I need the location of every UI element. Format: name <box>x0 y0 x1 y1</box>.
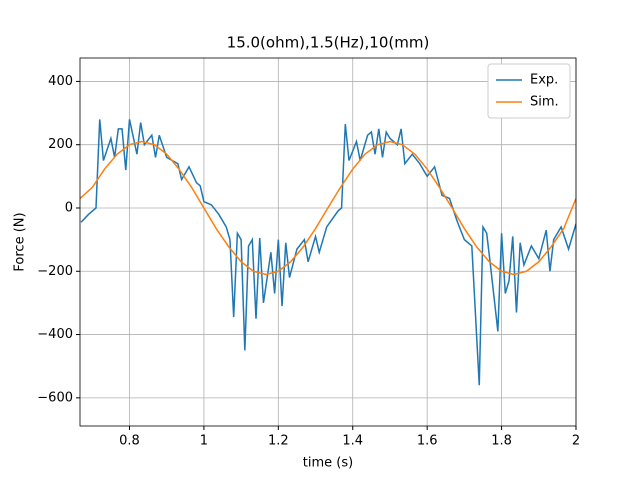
line-series <box>80 140 576 276</box>
legend-label: Sim. <box>530 95 559 110</box>
legend-box <box>487 63 571 119</box>
x-tick-label: 1.4 <box>342 434 363 449</box>
x-tick-label: 1.8 <box>491 434 512 449</box>
x-tick-label: 1.2 <box>268 434 289 449</box>
chart-title: 15.0(ohm),1.5(Hz),10(mm) <box>227 34 430 52</box>
y-tick-label: −400 <box>37 327 73 342</box>
x-tick-label: 0.8 <box>119 434 140 449</box>
legend-label: Exp. <box>530 73 558 88</box>
y-tick-label: 200 <box>48 137 73 152</box>
x-tick-label: 1 <box>200 434 208 449</box>
y-axis-label: Force (N) <box>13 212 28 271</box>
x-tick-label: 1.6 <box>417 434 438 449</box>
plot-frame <box>79 57 577 427</box>
y-tick-label: 400 <box>48 74 73 89</box>
x-axis-label: time (s) <box>303 456 353 471</box>
y-tick-label: 0 <box>65 200 73 215</box>
y-tick-label: −600 <box>37 390 73 405</box>
x-tick-label: 2 <box>572 434 580 449</box>
y-tick-label: −200 <box>37 264 73 279</box>
